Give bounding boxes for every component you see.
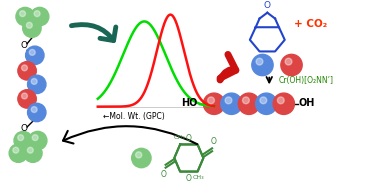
Circle shape: [256, 93, 277, 114]
Text: O: O: [21, 41, 28, 50]
Circle shape: [26, 22, 32, 28]
Circle shape: [31, 7, 49, 26]
Circle shape: [13, 147, 19, 153]
Circle shape: [29, 50, 35, 55]
Circle shape: [277, 97, 284, 104]
Circle shape: [31, 78, 37, 84]
Text: O: O: [264, 1, 271, 10]
Circle shape: [243, 97, 250, 104]
Text: CH₃: CH₃: [193, 175, 204, 180]
Circle shape: [204, 93, 225, 114]
Circle shape: [256, 58, 263, 65]
Circle shape: [23, 19, 41, 37]
Text: ←Mol. Wt. (GPC): ←Mol. Wt. (GPC): [103, 112, 164, 121]
Text: CH₃: CH₃: [173, 135, 185, 140]
Circle shape: [28, 75, 46, 94]
Circle shape: [18, 135, 24, 141]
Circle shape: [28, 103, 46, 122]
FancyArrowPatch shape: [220, 54, 236, 80]
Circle shape: [135, 152, 142, 158]
Circle shape: [225, 97, 232, 104]
FancyArrowPatch shape: [63, 126, 197, 144]
Circle shape: [29, 131, 47, 150]
Circle shape: [9, 144, 28, 162]
Circle shape: [34, 11, 40, 17]
Circle shape: [20, 11, 25, 17]
Circle shape: [208, 97, 215, 104]
Text: O: O: [186, 174, 192, 183]
Text: HO: HO: [181, 98, 198, 108]
Circle shape: [22, 65, 28, 71]
Circle shape: [221, 93, 242, 114]
Text: O: O: [161, 170, 167, 179]
Circle shape: [285, 58, 292, 65]
Text: Cr(OH)[O₂NN’]: Cr(OH)[O₂NN’]: [279, 76, 334, 85]
Text: O: O: [21, 124, 28, 133]
Circle shape: [32, 135, 38, 141]
Circle shape: [238, 93, 259, 114]
Text: O: O: [211, 137, 217, 146]
Circle shape: [26, 46, 44, 64]
Circle shape: [31, 107, 37, 112]
FancyArrowPatch shape: [71, 25, 116, 41]
Circle shape: [16, 7, 34, 26]
Circle shape: [18, 62, 36, 80]
Circle shape: [260, 97, 267, 104]
Circle shape: [132, 148, 151, 168]
Circle shape: [27, 147, 33, 153]
Circle shape: [273, 93, 294, 114]
Circle shape: [14, 131, 32, 150]
Text: OH: OH: [298, 98, 315, 108]
Text: O: O: [186, 133, 192, 143]
Circle shape: [281, 54, 302, 76]
Circle shape: [22, 93, 28, 99]
Circle shape: [18, 90, 36, 108]
Circle shape: [252, 54, 273, 76]
Text: + CO₂: + CO₂: [294, 19, 328, 29]
Circle shape: [24, 144, 42, 162]
